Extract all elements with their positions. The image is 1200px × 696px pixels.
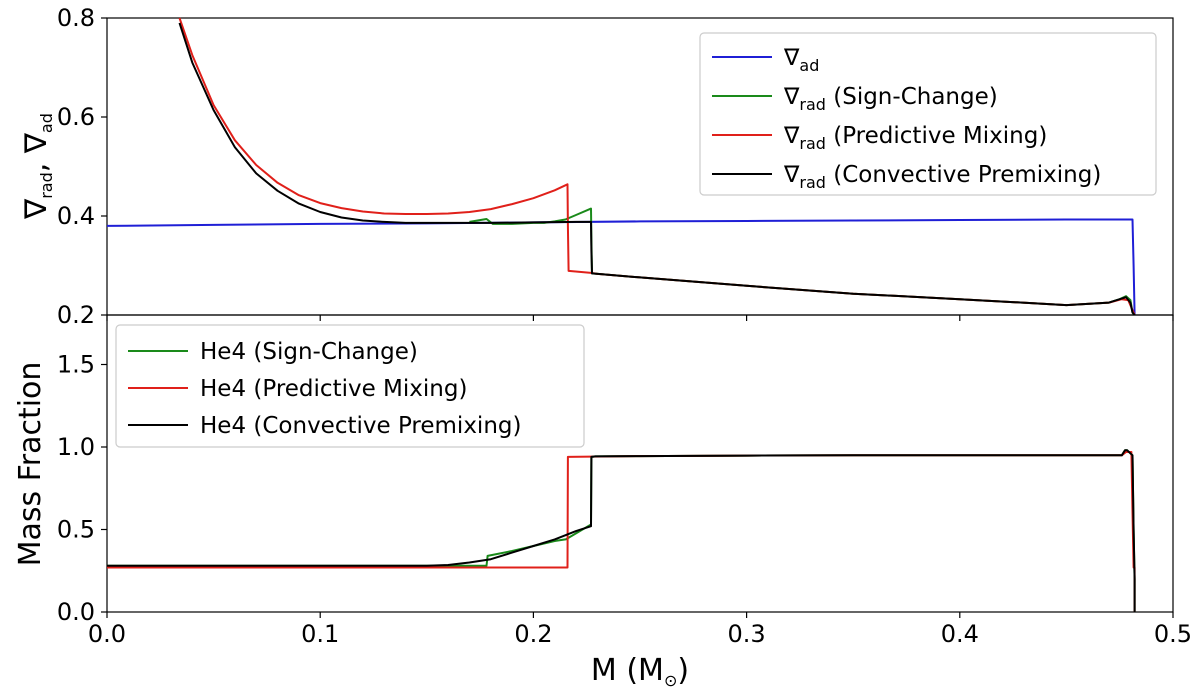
bottom-legend: He4 (Sign-Change) He4 (Predictive Mixing)… xyxy=(115,324,585,448)
y-tick-label: 0.8 xyxy=(57,4,95,32)
bottom-series-group xyxy=(107,449,1136,612)
legend-label: He4 (Convective Premixing) xyxy=(200,413,521,439)
x-tick-label: 0.2 xyxy=(514,620,552,648)
top-y-ticks: 0.2 0.4 0.6 0.8 xyxy=(57,4,107,329)
x-axis-label: M (M⊙) xyxy=(591,653,689,690)
series-line-top-blue xyxy=(106,218,1136,316)
series-line-bottom-green xyxy=(107,449,1136,612)
legend-label: ∇ad xyxy=(783,45,819,75)
bottom-y-ticks: 0.0 0.5 1.0 1.5 xyxy=(57,351,107,626)
legend-label: ∇rad (Sign-Change) xyxy=(783,84,998,114)
y-tick-label: 0.5 xyxy=(57,516,95,544)
x-tick-label: 0.5 xyxy=(1154,620,1192,648)
legend-label: ∇rad (Predictive Mixing) xyxy=(783,123,1047,153)
series-line-bottom-black xyxy=(107,449,1136,612)
y-tick-label: 0.0 xyxy=(57,598,95,626)
y-tick-label: 0.2 xyxy=(57,301,95,329)
legend-label: ∇rad (Convective Premixing) xyxy=(783,162,1101,192)
y-tick-label: 0.6 xyxy=(57,103,95,131)
legend-label: He4 (Sign-Change) xyxy=(200,339,418,365)
bottom-plot-frame xyxy=(106,314,1174,613)
bottom-x-ticks: 0.0 0.1 0.2 0.3 0.4 0.5 xyxy=(88,315,1192,648)
series-line-top-black xyxy=(178,22,1136,316)
series-line-bottom-red xyxy=(107,451,1136,612)
top-legend-box xyxy=(699,32,1157,196)
y-tick-label: 1.0 xyxy=(57,433,95,461)
bottom-panel: 0.0 0.5 1.0 1.5 0.0 0.1 0.2 0.3 0.4 0.5 Mass Fra… xyxy=(13,314,1192,690)
legend-label: He4 (Predictive Mixing) xyxy=(200,376,467,402)
bottom-y-axis-label: Mass Fraction xyxy=(13,362,48,567)
x-tick-label: 0.4 xyxy=(941,620,979,648)
y-tick-label: 1.5 xyxy=(57,351,95,379)
x-tick-label: 0.1 xyxy=(301,620,339,648)
top-legend: ∇ad ∇rad (Sign-Change) ∇rad (Predictive Mi… xyxy=(699,32,1157,196)
top-panel: 0.2 0.4 0.6 0.8 ∇rad, ∇ad ∇ad ∇rad (Sign-Cha… xyxy=(19,4,1174,329)
top-y-axis-label: ∇rad, ∇ad xyxy=(19,113,56,220)
top-series-group xyxy=(106,17,1136,316)
x-tick-label: 0.0 xyxy=(88,620,126,648)
bottom-legend-box xyxy=(115,324,585,448)
x-tick-label: 0.3 xyxy=(728,620,766,648)
y-tick-label: 0.4 xyxy=(57,202,95,230)
